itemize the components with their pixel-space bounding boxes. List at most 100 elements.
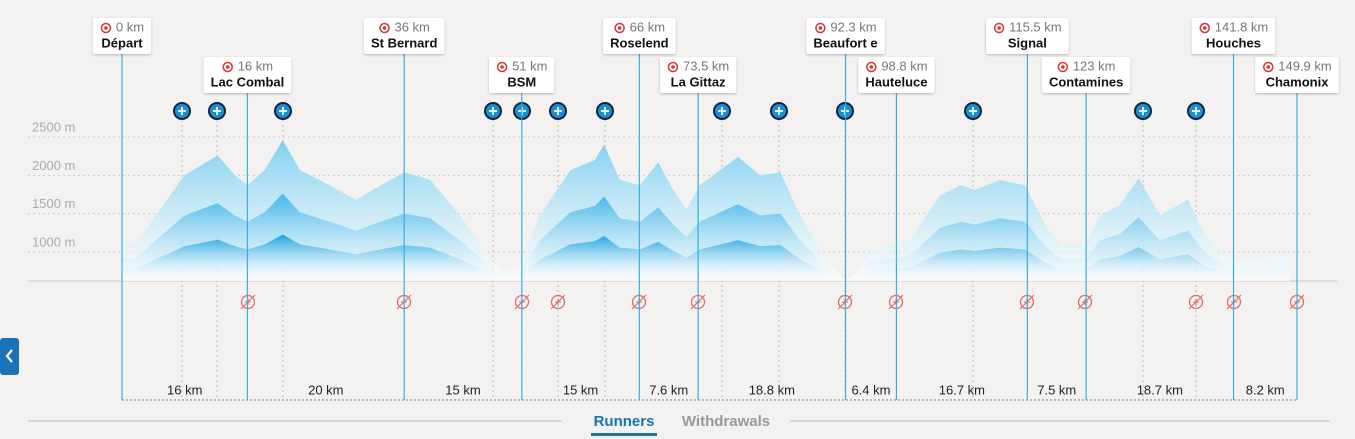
- barrier-icon: [1077, 294, 1093, 310]
- icon-plus: [601, 107, 609, 115]
- checkpoint-name: St Bernard: [371, 35, 438, 50]
- target-dot: [818, 26, 823, 30]
- target-ring: [866, 61, 877, 73]
- checkpoint-km: 16 km: [238, 58, 273, 73]
- target-dot: [997, 26, 1001, 30]
- barrier-icon: [550, 294, 566, 310]
- side-toggle[interactable]: [0, 338, 19, 375]
- segment-distance: 18.8 km: [749, 382, 795, 397]
- checkpoint-km: 123 km: [1073, 58, 1116, 73]
- target-dot: [617, 26, 622, 30]
- icon-plus: [489, 107, 497, 115]
- checkpoint-km: 92.3 km: [830, 19, 876, 34]
- icon-plus: [775, 107, 783, 115]
- checkpoint-name: Signal: [1008, 35, 1047, 50]
- checkpoint-name: Beaufort e: [813, 35, 877, 50]
- segment-distance: 15 km: [445, 382, 480, 397]
- segment-distance: 20 km: [308, 382, 343, 397]
- y-tick-label: 1500 m: [32, 196, 75, 211]
- side-toggle-bg: [0, 338, 19, 375]
- y-tick-label: 2500 m: [32, 119, 75, 134]
- target-ring: [1263, 61, 1274, 73]
- segment-distance: 7.6 km: [649, 382, 688, 397]
- checkpoint-name: Houches: [1206, 35, 1261, 50]
- aid-station-icon[interactable]: [596, 102, 614, 120]
- target-dot: [1202, 26, 1207, 30]
- aid-station-icon[interactable]: [713, 102, 731, 120]
- label-box: [603, 18, 676, 54]
- tab[interactable]: Withdrawals: [682, 413, 770, 430]
- target-dot: [1061, 65, 1065, 69]
- target-dot: [500, 65, 504, 69]
- label-box: [1191, 18, 1276, 54]
- target-dot: [671, 65, 675, 69]
- icon-plus: [718, 107, 726, 115]
- icon-ring: [1077, 294, 1093, 310]
- aid-station-icon[interactable]: [208, 102, 226, 120]
- aid-station-icon[interactable]: [549, 102, 567, 120]
- label-box: [203, 57, 292, 93]
- icon-plus: [178, 107, 186, 115]
- icon-plus: [969, 107, 977, 115]
- y-tick-label: 2000 m: [32, 158, 75, 173]
- icon-plus: [1192, 107, 1200, 115]
- aid-station-icon[interactable]: [770, 102, 788, 120]
- target-dot: [104, 26, 108, 30]
- checkpoint-km: 66 km: [630, 19, 665, 34]
- checkpoint-name: Chamonix: [1266, 74, 1330, 89]
- icon-slash: [550, 294, 566, 310]
- segment-distance: 6.4 km: [851, 382, 890, 397]
- checkpoint-name: Hauteluce: [865, 74, 927, 89]
- label-box: [986, 18, 1069, 54]
- y-tick-label: 1000 m: [32, 234, 75, 249]
- icon-plus: [1139, 107, 1147, 115]
- aid-station-icon[interactable]: [964, 102, 982, 120]
- checkpoint-name: Roselend: [610, 35, 669, 50]
- icon-ring: [550, 294, 566, 310]
- tab[interactable]: Runners: [594, 413, 655, 430]
- icon-ring: [1188, 294, 1204, 310]
- segment-distance: 8.2 km: [1246, 382, 1285, 397]
- chevron: [5, 349, 13, 363]
- barrier-icon: [1188, 294, 1204, 310]
- checkpoint-km: 0 km: [116, 19, 144, 34]
- checkpoint-km: 141.8 km: [1215, 19, 1268, 34]
- icon-plus: [279, 107, 287, 115]
- target-dot: [1266, 65, 1271, 69]
- icon-plus: [213, 107, 221, 115]
- aid-station-icon[interactable]: [1187, 102, 1205, 120]
- aid-station-icon[interactable]: [274, 102, 292, 120]
- icon-slash: [1188, 294, 1204, 310]
- checkpoint-name: Lac Combal: [211, 74, 285, 89]
- target-ring: [496, 61, 508, 73]
- checkpoint-name: Départ: [101, 35, 143, 50]
- target-ring: [815, 22, 826, 34]
- checkpoint-name: Contamines: [1049, 74, 1123, 89]
- aid-station-icon[interactable]: [1134, 102, 1152, 120]
- label-box: [489, 57, 555, 93]
- icon-slash: [1077, 294, 1093, 310]
- active-tab-indicator: [591, 433, 657, 436]
- target-ring: [100, 22, 112, 34]
- label-box: [92, 18, 152, 54]
- target-ring: [1057, 61, 1069, 73]
- segment-distance: 16.7 km: [939, 382, 985, 397]
- target-dot: [869, 65, 874, 69]
- aid-station-icon[interactable]: [173, 102, 191, 120]
- aid-station-icon[interactable]: [484, 102, 502, 120]
- segment-distance: 7.5 km: [1037, 382, 1076, 397]
- target-ring: [1199, 22, 1211, 34]
